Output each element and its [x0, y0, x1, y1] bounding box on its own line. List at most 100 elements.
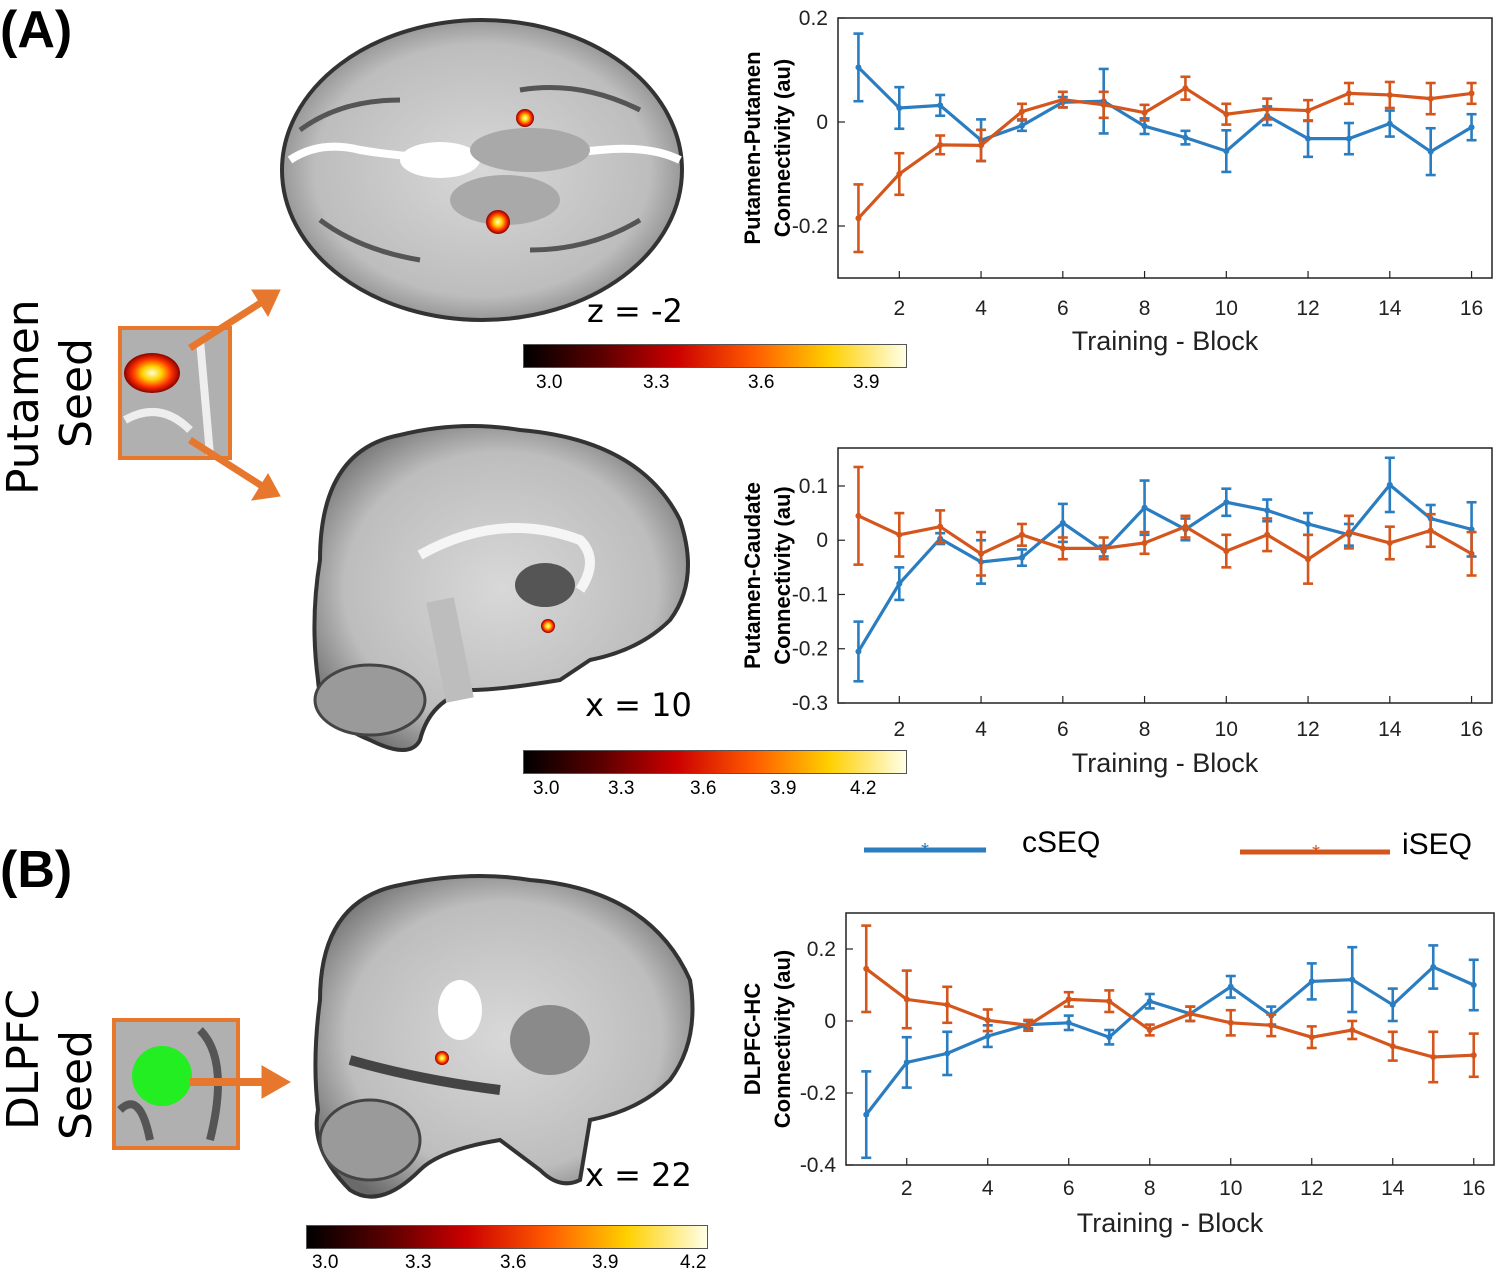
- sagittal-a-coordinate-label: x = 10: [585, 686, 692, 724]
- y-tick-label: 0: [816, 529, 828, 552]
- colorbar-3-tick: 3.0: [312, 1252, 339, 1273]
- cseq-point: [855, 64, 862, 71]
- colorbar-2-tick: 3.9: [770, 778, 797, 799]
- colorbar-2: [523, 750, 907, 774]
- y-tick-label: -0.2: [800, 1082, 836, 1105]
- svg-text:*: *: [1312, 842, 1320, 864]
- y-tick-label: -0.1: [792, 583, 828, 606]
- x-tick-label: 12: [1300, 1177, 1323, 1200]
- legend-cseq-marker: *: [864, 840, 986, 862]
- y-tick-label: 0.2: [807, 938, 836, 961]
- colorbar-2-tick: 3.0: [533, 778, 560, 799]
- putamen-seed-image: [118, 326, 232, 460]
- seed-arrows-a: [188, 289, 281, 501]
- iseq-point: [1065, 996, 1072, 1003]
- x-tick-label: 10: [1219, 1177, 1242, 1200]
- cseq-point: [937, 102, 944, 109]
- cseq-point: [1389, 1001, 1396, 1008]
- x-tick-label: 2: [901, 1177, 913, 1200]
- plot-frame: [837, 447, 1493, 704]
- cseq-point: [903, 1059, 910, 1066]
- iseq-point: [1305, 556, 1312, 563]
- iseq-point: [1427, 95, 1434, 102]
- cseq-point: [1470, 982, 1477, 988]
- y-tick-label: 0: [816, 111, 828, 134]
- sagittal-brain-a-image: [312, 424, 690, 752]
- iseq-series-line: [865, 967, 1474, 1059]
- cseq-point: [1059, 519, 1066, 526]
- iseq-point: [1223, 548, 1230, 555]
- iseq-point: [1386, 539, 1393, 546]
- x-tick-label: 8: [1144, 1177, 1156, 1200]
- colorbar-1-tick: 3.3: [643, 372, 670, 393]
- x-tick-label: 4: [982, 1177, 994, 1200]
- iseq-series-line: [857, 514, 1473, 562]
- cseq-point: [1223, 499, 1230, 506]
- iseq-point: [1100, 545, 1107, 552]
- iseq-point: [863, 965, 870, 972]
- chart-dlpfc-hc: 0.2 0 -0.2 -0.4 2 4 6 8 10 12 14 16 Training - Block…: [740, 912, 1495, 1238]
- cseq-point: [1223, 148, 1230, 155]
- iseq-point: [984, 1017, 991, 1024]
- x-tick-label: 8: [1139, 297, 1151, 320]
- y-tick-label: 0.1: [799, 475, 828, 498]
- x-tick-label: 6: [1057, 718, 1069, 741]
- iseq-point: [1305, 107, 1312, 114]
- cseq-point: [1386, 120, 1393, 127]
- cseq-point: [1146, 998, 1153, 1005]
- cseq-point: [1264, 507, 1271, 514]
- y-tick-label: -0.4: [800, 1154, 837, 1177]
- x-tick-label: 10: [1215, 297, 1238, 320]
- sagittal-b-coordinate-label: x = 22: [585, 1156, 692, 1194]
- iseq-point: [1146, 1027, 1153, 1033]
- iseq-point: [1025, 1022, 1032, 1029]
- iseq-point: [944, 1001, 951, 1008]
- iseq-point: [896, 531, 903, 538]
- cseq-point: [855, 648, 862, 655]
- colorbar-3-tick: 3.3: [405, 1252, 432, 1273]
- iseq-point: [1059, 96, 1066, 103]
- x-axis-label: Training - Block: [1072, 326, 1259, 356]
- iseq-point: [1264, 106, 1271, 112]
- colorbar-2-tick: 3.6: [690, 778, 717, 799]
- iseq-point: [903, 996, 910, 1003]
- colorbar-1-tick: 3.0: [536, 372, 563, 393]
- colorbar-3: [306, 1225, 708, 1249]
- cseq-point: [1227, 983, 1234, 990]
- y-tick-label: 0: [824, 1010, 836, 1033]
- cseq-point: [1349, 976, 1356, 983]
- iseq-point: [978, 550, 985, 557]
- cseq-point: [1141, 504, 1148, 511]
- x-tick-label: 6: [1057, 297, 1069, 320]
- y-tick-label: 0.2: [799, 10, 828, 30]
- iseq-point: [1182, 523, 1189, 530]
- cseq-point: [896, 104, 903, 111]
- y-axis-label-line1: DLPFC-HC: [740, 983, 765, 1096]
- cseq-point: [1065, 1019, 1072, 1026]
- iseq-point: [1386, 91, 1393, 98]
- legend-iseq-marker: *: [1240, 842, 1390, 864]
- x-tick-label: 6: [1063, 1177, 1075, 1200]
- iseq-point: [1345, 529, 1352, 536]
- cseq-point: [944, 1050, 951, 1057]
- x-tick-label: 10: [1215, 718, 1238, 741]
- cseq-point: [1308, 978, 1315, 985]
- colorbar-2-tick: 4.2: [850, 778, 877, 799]
- x-tick-label: 14: [1378, 718, 1402, 741]
- plot-frame: [845, 912, 1495, 1166]
- colorbar-2-tick: 3.3: [608, 778, 635, 799]
- iseq-point: [1141, 109, 1148, 116]
- x-tick-label: 14: [1381, 1177, 1405, 1200]
- x-tick-label: 12: [1296, 718, 1319, 741]
- panel-b-label: (B): [0, 841, 73, 899]
- iseq-point: [1308, 1034, 1315, 1041]
- iseq-point: [855, 215, 862, 222]
- iseq-point: [937, 141, 944, 148]
- iseq-point: [1427, 527, 1434, 534]
- iseq-point: [1100, 101, 1107, 108]
- x-tick-label: 12: [1296, 297, 1319, 320]
- iseq-point: [1468, 550, 1475, 557]
- iseq-point: [1059, 545, 1066, 552]
- iseq-point: [1187, 1010, 1194, 1017]
- cseq-point: [896, 580, 903, 587]
